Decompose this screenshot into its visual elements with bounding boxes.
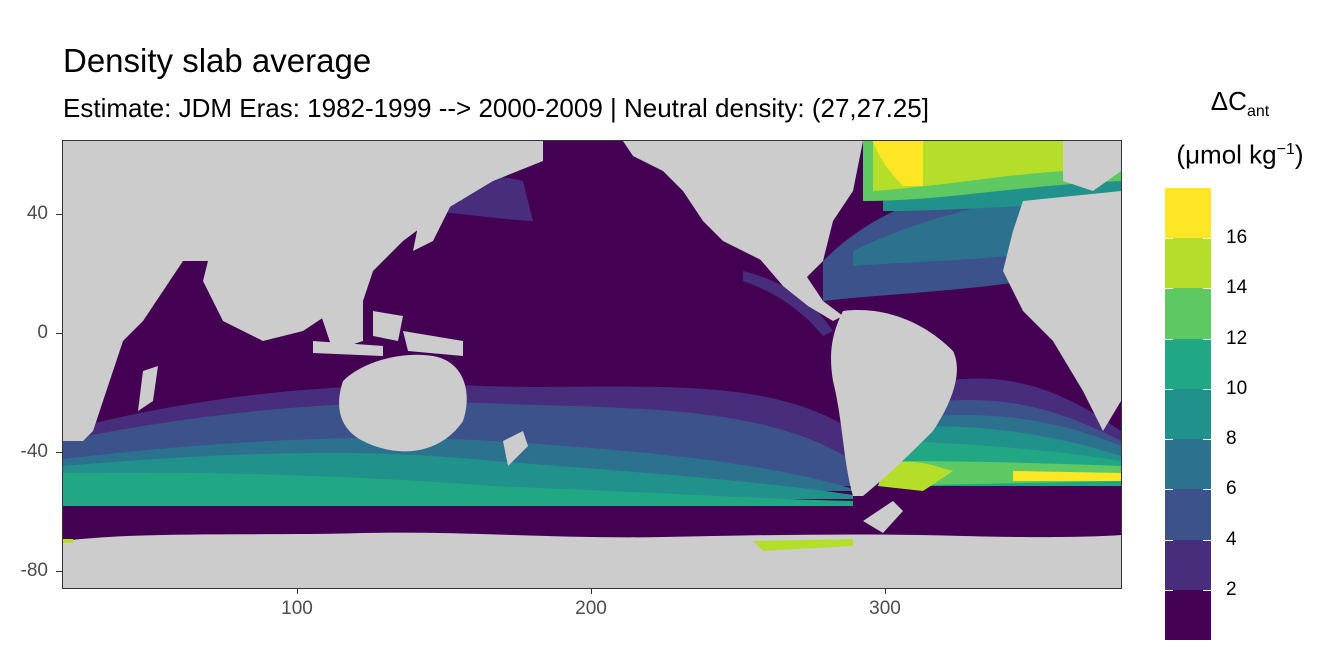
land-central-america bbox=[753, 251, 843, 321]
legend-tick-right bbox=[1203, 238, 1211, 240]
legend-label: 12 bbox=[1226, 327, 1248, 349]
antarctic-coast-bands bbox=[63, 539, 853, 551]
x-tick-100 bbox=[297, 588, 298, 594]
legend-tick-left bbox=[1165, 589, 1173, 591]
legend-tick-right bbox=[1203, 489, 1211, 491]
y-tick-minus80 bbox=[56, 571, 62, 572]
legend-bin-0-2 bbox=[1165, 589, 1211, 640]
land-indonesia bbox=[313, 341, 383, 356]
land-new-zealand bbox=[503, 431, 528, 466]
land-antarctic-peninsula bbox=[863, 501, 903, 533]
legend-tick-right bbox=[1203, 439, 1211, 441]
map-panel bbox=[62, 140, 1122, 589]
legend-bin-16-18 bbox=[1165, 188, 1211, 239]
legend-tick-left bbox=[1165, 238, 1173, 240]
legend-tick-right bbox=[1203, 589, 1211, 591]
legend-tick-right bbox=[1203, 539, 1211, 541]
band-16-18-atl bbox=[1013, 471, 1121, 481]
legend-bin-12-14 bbox=[1165, 288, 1211, 339]
y-tick-0 bbox=[56, 333, 62, 334]
band-14-16-atl bbox=[878, 461, 953, 491]
land-indochina bbox=[303, 271, 363, 351]
band-2-4-epac bbox=[743, 271, 833, 336]
y-tick-label-40: 40 bbox=[26, 203, 48, 224]
ocean-map bbox=[63, 141, 1121, 588]
land-new-guinea bbox=[403, 331, 463, 356]
land-masses bbox=[63, 141, 1121, 588]
land-madagascar bbox=[138, 366, 158, 411]
legend-bin-10-12 bbox=[1165, 338, 1211, 389]
legend-label: 16 bbox=[1226, 227, 1248, 249]
x-tick-label-100: 100 bbox=[281, 598, 313, 619]
legend-label: 8 bbox=[1226, 428, 1237, 450]
legend-title-sub: ant bbox=[1246, 103, 1270, 121]
legend-unit-suffix: ) bbox=[1294, 139, 1304, 170]
legend-tick-right bbox=[1203, 338, 1211, 340]
legend-tick-right bbox=[1203, 388, 1211, 390]
legend-bin-8-10 bbox=[1165, 388, 1211, 440]
land-borneo bbox=[373, 311, 403, 341]
legend-tick-left bbox=[1165, 388, 1173, 390]
x-tick-300 bbox=[885, 588, 886, 594]
land-africa-east-side bbox=[1003, 191, 1121, 431]
legend-label: 4 bbox=[1226, 528, 1237, 550]
x-tick-label-200: 200 bbox=[575, 598, 607, 619]
y-tick-minus40 bbox=[56, 452, 62, 453]
x-tick-200 bbox=[591, 588, 592, 594]
legend-unit-prefix: (μmol kg bbox=[1176, 139, 1277, 170]
band-10-12-south bbox=[63, 472, 853, 506]
legend-tick-left bbox=[1165, 489, 1173, 491]
legend-tick-right bbox=[1203, 288, 1211, 290]
y-tick-40 bbox=[56, 214, 62, 215]
land-india bbox=[243, 261, 303, 331]
y-tick-label-0: 0 bbox=[37, 322, 48, 343]
y-tick-label-minus40: -40 bbox=[20, 441, 48, 462]
legend-tick-left bbox=[1165, 539, 1173, 541]
legend-bin-14-16 bbox=[1165, 238, 1211, 289]
legend-bin-6-8 bbox=[1165, 439, 1211, 490]
land-antarctica bbox=[63, 532, 1121, 588]
legend-label: 10 bbox=[1226, 377, 1248, 399]
plot-subtitle: Estimate: JDM Eras: 1982-1999 --> 2000-2… bbox=[63, 93, 929, 123]
legend-label: 2 bbox=[1226, 578, 1237, 600]
legend-tick-left bbox=[1165, 439, 1173, 441]
land-south-america bbox=[831, 310, 957, 496]
legend-unit-sup: −1 bbox=[1276, 141, 1295, 159]
legend-bin-4-6 bbox=[1165, 489, 1211, 540]
land-greenland bbox=[1063, 141, 1121, 191]
plot-title: Density slab average bbox=[63, 42, 372, 79]
x-tick-label-300: 300 bbox=[869, 598, 901, 619]
legend-colorbar bbox=[1165, 188, 1211, 640]
legend-tick-left bbox=[1165, 338, 1173, 340]
land-australia bbox=[339, 354, 467, 452]
legend-title-main: ΔC bbox=[1210, 86, 1247, 116]
legend-bin-2-4 bbox=[1165, 539, 1211, 590]
legend-tick-left bbox=[1165, 288, 1173, 290]
y-tick-label-minus80: -80 bbox=[20, 560, 48, 581]
band-16-18-natl bbox=[873, 141, 923, 186]
legend-label: 14 bbox=[1226, 277, 1248, 299]
legend-title: ΔCant (μmol kg−1) bbox=[1160, 84, 1320, 172]
land-north-america bbox=[623, 141, 863, 281]
land-japan bbox=[413, 191, 453, 251]
legend-label: 6 bbox=[1226, 478, 1237, 500]
